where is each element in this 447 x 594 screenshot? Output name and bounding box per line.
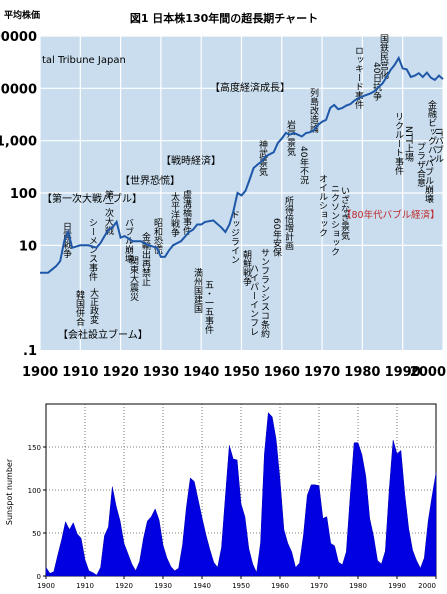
x-tick-label: 1910	[76, 582, 94, 590]
x-tick-label: 1960	[264, 365, 300, 380]
x-tick-label: 1990	[388, 582, 406, 590]
x-tick-label: 1970	[304, 365, 340, 380]
event-label: 第一次大戦	[103, 189, 114, 236]
event-label: プラザ合意	[415, 142, 426, 187]
x-tick-label: 1940	[193, 582, 211, 590]
event-label: 朝鮮戦争	[241, 250, 252, 287]
y-tick-label: 100000	[0, 30, 37, 45]
event-label: 所得倍増計画	[283, 196, 294, 251]
x-tick-label: 1950	[232, 582, 250, 590]
event-label: NTT上場	[403, 126, 414, 162]
event-label: リクルート事件	[393, 112, 404, 176]
x-tick-label: 1920	[115, 582, 133, 590]
event-label: ITバブル	[433, 128, 444, 163]
event-label: 満州国建国	[192, 268, 203, 314]
event-label: ドッジライン	[229, 210, 240, 264]
event-label: シーメンス事件	[87, 218, 98, 282]
x-tick-label: 1930	[154, 582, 172, 590]
event-label: 40日抗争	[371, 62, 382, 101]
event-label: 金融ビッグバン	[426, 99, 437, 163]
event-label: 60年安保	[271, 218, 282, 257]
event-label: 関東大震災	[128, 256, 139, 301]
event-label: 五・一五事件	[203, 280, 214, 335]
event-label: サンフランシスコ条約	[259, 248, 270, 339]
x-tick-label: 1970	[310, 582, 328, 590]
chart-title: 図1 日本株130年間の超長期チャート	[130, 11, 318, 25]
y-tick-label: 0	[37, 573, 41, 581]
annotations: 【高度経済成長】【戦時経済】【世界恐慌】【第一次大戦バブル】【会社設立ブーム】 【…	[42, 34, 444, 341]
stock-series-line	[40, 55, 444, 274]
x-tick-label: 1900	[22, 365, 58, 380]
y-tick-label: 10	[19, 239, 37, 254]
y-tick-label: 100	[28, 487, 41, 495]
x-tick-label: 1930	[143, 365, 179, 380]
event-label: バブル崩壊	[423, 158, 434, 204]
x-tick-label: 1950	[223, 365, 259, 380]
x-tick-label: 1940	[183, 365, 219, 380]
event-label: 韓国併合	[74, 290, 85, 327]
y-tick-labels: 150 100 50 0	[28, 444, 46, 581]
x-tick-label: 1990	[385, 365, 421, 380]
event-label: 太平洋戦争	[169, 191, 180, 238]
event-label: 神武景気	[257, 139, 268, 177]
era-label: 【戦時経済】	[161, 154, 221, 167]
event-label: 昭和恐慌	[152, 218, 163, 255]
y-tick-label: 10000	[0, 82, 37, 97]
event-label: 40年不況	[298, 146, 309, 185]
y-axis-label: 平均株価	[4, 9, 40, 21]
sunspot-area	[45, 412, 437, 577]
era-label: 【第一次大戦バブル】	[42, 192, 142, 205]
event-label: 金輸出再禁止	[140, 231, 151, 286]
event-label: バブル崩壊	[123, 218, 134, 264]
y-tick-label: 50	[32, 530, 41, 538]
x-tick-label: 1980	[344, 365, 380, 380]
y-tick-label: 1,000	[0, 135, 37, 150]
era-label: 【高度経済成長】	[210, 81, 290, 94]
x-tick-label: 2000	[418, 582, 436, 590]
event-label: 列島改造論	[308, 87, 319, 134]
event-label: 盧溝橋事件	[181, 189, 192, 236]
event-label: ハイパーインフレ	[248, 264, 259, 336]
event-label: ニクソンショック	[329, 184, 340, 256]
event-label: オイルショック	[317, 174, 328, 237]
event-label: 国鉄民営化	[378, 34, 389, 80]
grid	[39, 35, 444, 350]
x-tick-label: 2000	[410, 365, 446, 380]
event-label: いざなぎ景気	[339, 186, 350, 241]
x-tick-label: 1920	[103, 365, 139, 380]
event-label: 岩戸景気	[285, 119, 296, 157]
event-label: 日露戦争	[61, 222, 72, 259]
y-tick-labels: 100000 10000 1,000 100 10 .1	[0, 30, 37, 359]
x-tick-label: 1900	[37, 582, 55, 590]
y-tick-label: 100	[10, 187, 37, 202]
x-tick-label: 1960	[271, 582, 289, 590]
era-label: 【80年代バブル経済】	[342, 209, 440, 221]
y-tick-label: .1	[23, 344, 37, 359]
y-tick-label: 150	[28, 444, 41, 452]
stock-chart: 図1 日本株130年間の超長期チャート 平均株価 tal Tribune Jap…	[0, 9, 446, 380]
x-tick-labels: 1900 1910 1920 1930 1940 1950 1960 1970 1980 1990…	[37, 576, 437, 590]
era-label: 【会社設立ブーム】	[58, 328, 148, 341]
era-label: 【世界恐慌】	[120, 175, 180, 187]
x-tick-label: 1980	[349, 582, 367, 590]
credit-text: tal Tribune Japan	[42, 55, 126, 66]
x-tick-label: 1910	[62, 365, 98, 380]
y-axis-label: Sunspot number	[5, 458, 14, 525]
x-tick-labels: 1900 1910 1920 1930 1940 1950 1960 1970 1980 1990…	[22, 365, 446, 380]
event-label: ロッキード事件	[353, 46, 364, 110]
event-label: 大正政変	[88, 287, 99, 325]
